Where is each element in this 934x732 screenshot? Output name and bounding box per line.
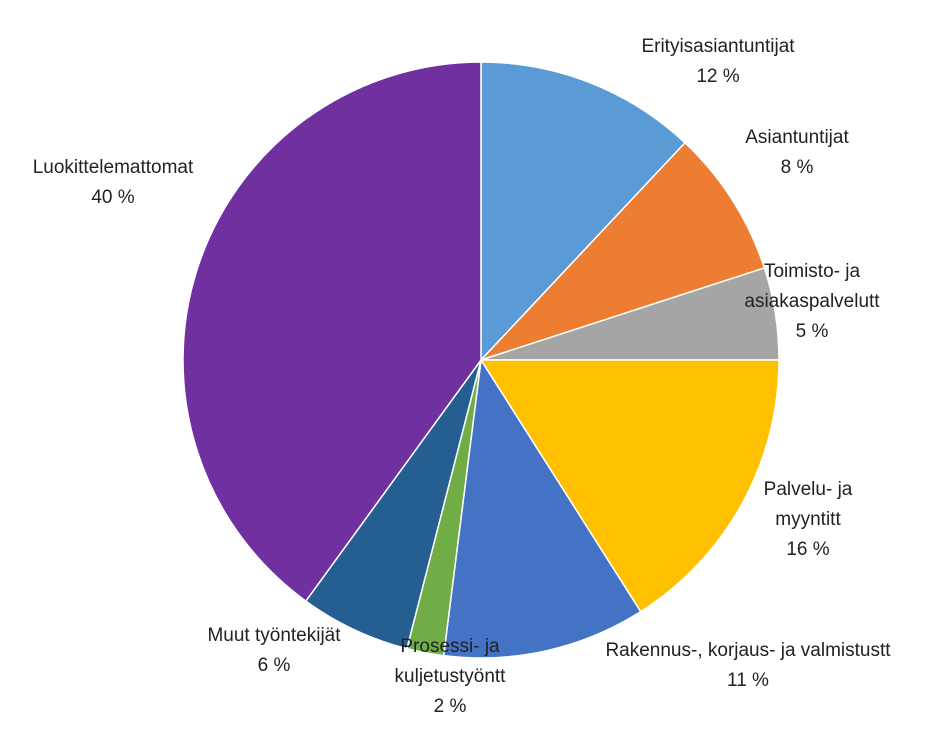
- slice-percent-label: 2 %: [434, 696, 467, 717]
- slice-label: Erityisasiantuntijat 12 %: [641, 36, 795, 87]
- slice-category-label: Muut työntekijät: [207, 625, 341, 646]
- slice-category-label: Erityisasiantuntijat: [641, 36, 795, 57]
- slice-category-label: Luokittelemattomat: [33, 157, 194, 178]
- slice-category-label: Toimisto- ja: [764, 261, 861, 282]
- slice-percent-label: 12 %: [696, 66, 739, 87]
- slice-category-label: Prosessi- ja: [400, 636, 500, 657]
- pie-slice: [442, 357, 642, 659]
- pie-slice: [480, 61, 687, 362]
- slice-label: Muut työntekijät 6 %: [207, 625, 341, 676]
- pie-slice: [479, 359, 780, 613]
- slice-category-label: myyntitt: [775, 509, 841, 530]
- slice-percent-label: 8 %: [781, 157, 814, 178]
- pie-slice: [480, 141, 766, 361]
- slice-percent-label: 16 %: [786, 539, 829, 560]
- slice-category-label: Asiantuntijat: [745, 127, 849, 148]
- slice-category-label: asiakaspalvelutt: [744, 291, 880, 312]
- slice-label: Luokittelemattomat 40 %: [33, 157, 194, 208]
- slice-label: Rakennus-, korjaus- ja valmistustt 11 %: [605, 640, 891, 691]
- pie-labels: Erityisasiantuntijat 12 % Asiantuntijat 8 %…: [33, 36, 892, 717]
- slice-percent-label: 40 %: [91, 187, 134, 208]
- slice-category-label: Palvelu- ja: [764, 479, 853, 500]
- slice-percent-label: 11 %: [727, 670, 769, 691]
- slice-category-label: kuljetustyöntt: [395, 666, 507, 687]
- slice-percent-label: 6 %: [258, 655, 291, 676]
- slice-label: Prosessi- ja kuljetustyöntt 2 %: [395, 636, 507, 717]
- slice-label: Asiantuntijat 8 %: [745, 127, 849, 178]
- slice-category-label: Rakennus-, korjaus- ja valmistustt: [605, 640, 891, 661]
- slice-label: Palvelu- ja myyntitt 16 %: [764, 479, 853, 560]
- slice-label: Toimisto- ja asiakaspalvelutt 5 %: [744, 261, 880, 342]
- pie-slices: [182, 61, 780, 659]
- pie-slice: [182, 61, 482, 603]
- slice-percent-label: 5 %: [796, 321, 829, 342]
